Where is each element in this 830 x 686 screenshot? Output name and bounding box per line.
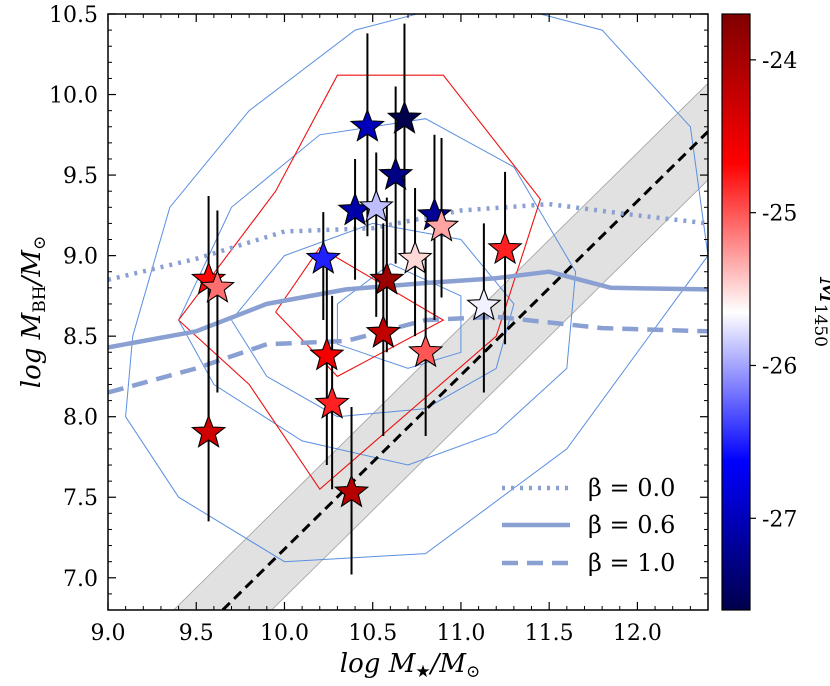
- quasar-star-15: [397, 240, 433, 274]
- contour-blue-4: [336, 263, 462, 369]
- y-tick-label: 9.0: [63, 245, 98, 270]
- y-axis-title: log MBH/M⊙: [17, 236, 50, 388]
- quasar-star-6: [314, 385, 350, 419]
- y-tick-label: 10.0: [49, 84, 98, 109]
- contour-blue-1: [125, 14, 708, 563]
- x-tick-label: 9.5: [179, 621, 214, 646]
- colorbar-ticks: -24 -25 -26 -27: [750, 49, 797, 532]
- y-tick-label: 7.5: [63, 486, 98, 511]
- quasar-star-5: [309, 336, 345, 371]
- colorbar-tick-label: -24: [762, 49, 797, 74]
- quasar-star-18: [423, 208, 460, 242]
- colorbar-tick-label: -27: [762, 507, 797, 532]
- relation-line: [221, 130, 708, 610]
- quasar-star-11: [365, 314, 401, 348]
- colorbar-label: M1450: [810, 276, 830, 347]
- axis-ticks: [107, 13, 709, 610]
- y-tick-label: 10.5: [49, 3, 98, 28]
- quasar-star-7: [333, 473, 370, 508]
- x-tick-label: 9.0: [91, 621, 126, 646]
- quasar-star-16: [408, 333, 444, 368]
- series-line-beta-2: [108, 269, 708, 350]
- series-line-beta-1: [108, 201, 708, 282]
- legend: β = 0.0 β = 0.6 β = 1.0: [502, 474, 675, 577]
- colorbar-tick-label: -25: [762, 202, 797, 227]
- quasar-star-3: [190, 414, 227, 448]
- quasar-star-12: [369, 261, 405, 295]
- colorbar-gradient: [721, 13, 751, 611]
- legend-label-2: β = 0.6: [588, 511, 675, 539]
- quasar-points: [190, 100, 523, 508]
- y-tick-label: 8.0: [63, 406, 98, 431]
- x-tick-label: 12.0: [613, 621, 662, 646]
- contour-blue-2: [178, 118, 577, 466]
- relation-dashed-line: [221, 130, 708, 610]
- y-tick-label: 7.0: [63, 567, 98, 592]
- quasar-star-10: [358, 188, 394, 223]
- x-tick-label: 10.5: [348, 621, 397, 646]
- axis-tick-labels: 9.0 9.5 10.0 10.5 11.0 11.5 12.0 7.0 7.5 8.0 8.5 9.…: [49, 3, 662, 646]
- x-tick-label: 10.0: [260, 621, 309, 646]
- quasar-star-14: [386, 100, 423, 134]
- quasar-star-19: [466, 287, 502, 321]
- y-tick-label: 8.5: [63, 325, 98, 350]
- legend-label-3: β = 1.0: [588, 549, 675, 577]
- legend-label-1: β = 0.0: [588, 474, 675, 502]
- quasar-star-13: [378, 156, 414, 191]
- contour-lines: [125, 14, 708, 563]
- quasar-star-20: [487, 230, 523, 265]
- y-tick-label: 9.5: [63, 164, 98, 189]
- x-tick-label: 11.5: [525, 621, 574, 646]
- quasar-star-9: [349, 108, 386, 142]
- colorbar: -24 -25 -26 -27 M1450: [721, 13, 830, 611]
- x-tick-label: 11.0: [436, 621, 485, 646]
- colorbar-tick-label: -26: [762, 354, 797, 379]
- quasar-star-2: [199, 269, 236, 303]
- x-axis-title: log M★/M⊙: [340, 649, 480, 682]
- quasar-star-4: [305, 240, 341, 274]
- contour-red-1: [178, 74, 542, 491]
